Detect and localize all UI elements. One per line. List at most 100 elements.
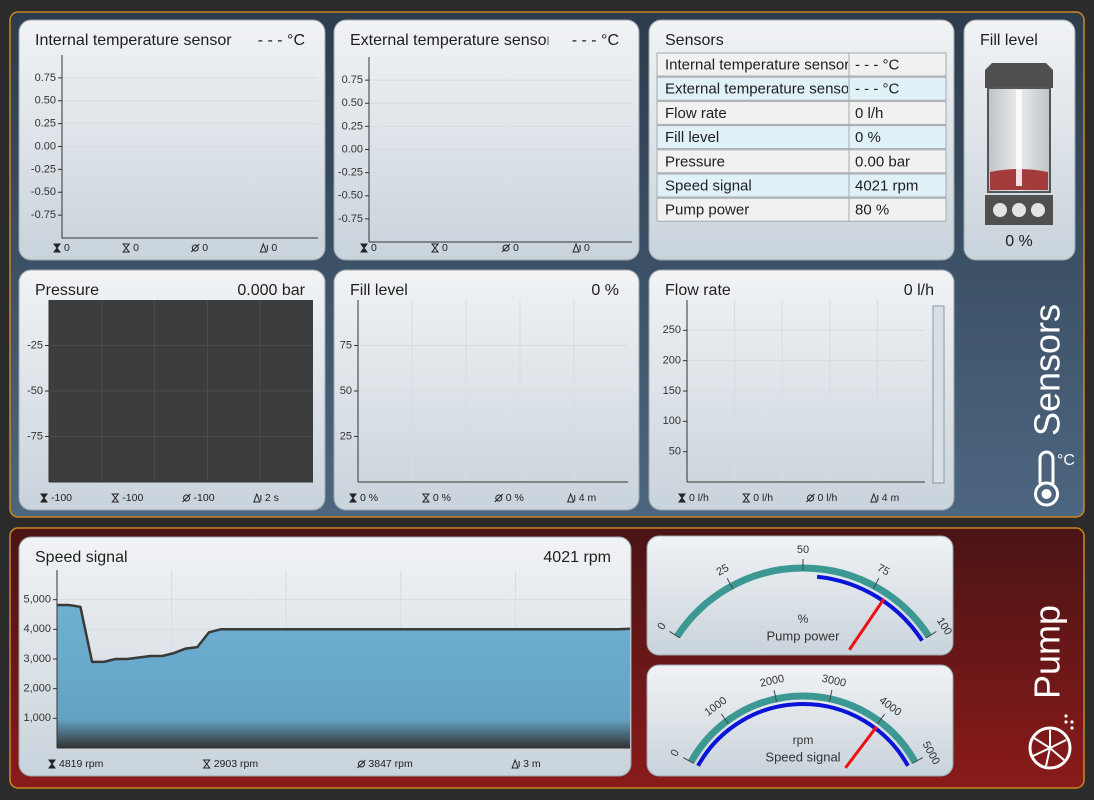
y-tick-label: -75 <box>27 430 43 442</box>
footer-stat: 3847 rpm <box>368 758 413 770</box>
y-tick-label: 0.25 <box>35 118 56 130</box>
tank-wheel <box>1031 203 1045 217</box>
stat-icon <box>742 493 751 503</box>
footer-stat: 0 <box>202 242 208 254</box>
table-cell <box>848 173 947 198</box>
y-tick-label: 50 <box>340 385 352 397</box>
gauge-tick <box>773 689 778 702</box>
gauge-tick-label: 2000 <box>759 673 785 690</box>
stat-icon <box>190 243 200 253</box>
footer-stat: 0 <box>64 242 70 254</box>
tank-wheel <box>1012 203 1026 217</box>
table-cell <box>848 76 947 101</box>
gauge-card <box>646 664 954 777</box>
chart-card <box>18 19 326 261</box>
gauge-tick-label: 50 <box>797 544 809 556</box>
gauge-scale <box>687 692 919 764</box>
footer-stat: 0 <box>371 242 377 254</box>
y-tick-label: 200 <box>663 355 681 367</box>
gauge-band <box>696 702 910 767</box>
gauge-needle <box>848 598 886 651</box>
gauge-band <box>816 574 924 642</box>
gauge-tick <box>669 630 680 639</box>
tank-hood <box>985 63 1053 88</box>
fill-widget-title: Fill level <box>980 32 1038 49</box>
sensor-table-title: Sensors <box>665 32 724 49</box>
footer-stat: 0 <box>271 242 277 254</box>
footer-stat: 0 l/h <box>753 492 773 504</box>
chart-card <box>333 19 640 261</box>
y-tick-label: 0.00 <box>35 140 56 152</box>
thermometer-icon <box>1034 450 1059 507</box>
chart-title: Flow rate <box>665 282 731 299</box>
stat-icon <box>122 243 131 253</box>
gauge-tick-label: 25 <box>715 562 731 578</box>
y-tick-label: -0.25 <box>338 167 363 179</box>
gauge-tick <box>682 757 694 764</box>
gauge-tick <box>720 713 729 724</box>
stat-icon <box>421 493 430 503</box>
gauge-tick <box>912 757 924 764</box>
footer-stat: 2 s <box>265 492 279 504</box>
y-tick-label: 0.50 <box>35 95 56 107</box>
gauge-tick-label: 0 <box>668 748 681 759</box>
row-label: Flow rate <box>665 105 727 122</box>
gauge-tick-label: 3000 <box>821 673 847 690</box>
footer-stat: 0 l/h <box>689 492 709 504</box>
gauge-label: Pump power <box>767 628 841 643</box>
pump-label: Pump <box>1027 605 1068 699</box>
stat-icon <box>202 759 211 769</box>
row-label: Fill level <box>665 129 719 146</box>
footer-stat: 4 m <box>579 492 597 504</box>
y-tick-label: 3,000 <box>23 653 51 665</box>
footer-stat: 0 <box>584 242 590 254</box>
stat-icon <box>678 493 686 503</box>
y-tick-label: 1,000 <box>23 712 51 724</box>
y-tick-label: 75 <box>340 339 352 351</box>
chart-value: 4021 rpm <box>543 549 611 566</box>
y-tick-label: 250 <box>663 324 681 336</box>
y-tick-label: -50 <box>27 385 43 397</box>
row-value: - - - °C <box>855 56 899 73</box>
stat-icon <box>572 242 581 253</box>
chart-title: External temperature sensor <box>350 32 553 49</box>
y-tick-label: -25 <box>27 339 43 351</box>
y-tick-label: 0.75 <box>342 74 363 86</box>
row-label: Speed signal <box>665 177 752 194</box>
footer-stat: 0 % <box>360 492 378 504</box>
y-tick-label: 0.75 <box>35 72 56 84</box>
area-fill <box>57 605 630 748</box>
gauge-card <box>646 535 954 656</box>
y-tick-label: 50 <box>669 446 681 458</box>
gauge-unit: rpm <box>793 733 814 747</box>
chart-value: - - - °C <box>258 32 305 49</box>
table-cell <box>848 100 947 125</box>
gauge-tick <box>828 689 833 702</box>
table-cell <box>848 149 947 174</box>
chart-title: Pressure <box>35 282 99 299</box>
row-value: 0 % <box>855 129 881 146</box>
chart-title: Internal temperature sensor <box>35 32 232 49</box>
row-label: Internal temperature sensor <box>665 56 849 73</box>
footer-stat: 4819 rpm <box>59 758 104 770</box>
y-tick-label: 5,000 <box>23 594 51 606</box>
gauge-label: Speed signal <box>765 749 840 764</box>
stat-icon <box>431 243 440 253</box>
chart-card <box>648 269 955 511</box>
chart-card <box>333 269 640 511</box>
row-value: 80 % <box>855 202 889 219</box>
row-label: Pressure <box>665 153 725 170</box>
stat-icon <box>349 493 357 503</box>
y-tick-label: 4,000 <box>23 623 51 635</box>
temperature-unit: °C <box>1057 452 1075 469</box>
gauge-tick <box>877 713 886 724</box>
stat-icon <box>53 243 61 253</box>
gauge-tick-label: 0 <box>655 621 668 633</box>
chart-value: - - - °C <box>572 32 619 49</box>
gauge-tick <box>926 630 937 639</box>
y-tick-label: -0.25 <box>31 163 56 175</box>
row-label: External temperature sensor <box>665 81 854 98</box>
stat-icon <box>566 492 576 503</box>
